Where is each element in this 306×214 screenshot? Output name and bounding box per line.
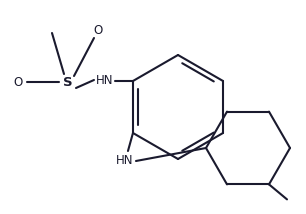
Text: S: S	[63, 76, 73, 89]
Text: HN: HN	[116, 155, 134, 168]
Text: O: O	[93, 24, 103, 37]
Text: O: O	[13, 76, 23, 89]
Text: HN: HN	[96, 74, 114, 88]
